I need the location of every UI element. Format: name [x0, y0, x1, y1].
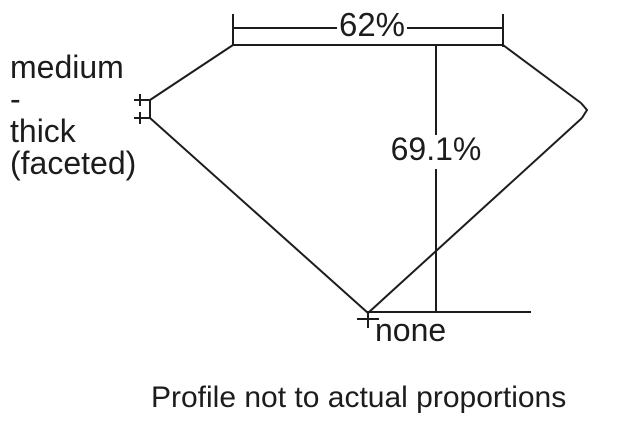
pavilion-right-line: [367, 117, 583, 314]
depth-percentage-label: 69.1%: [390, 131, 482, 167]
girdle-label-line-3: thick: [10, 113, 76, 149]
crown-left-line: [149, 44, 234, 101]
table-percentage-label: 62%: [338, 6, 406, 43]
girdle-thickness-label: medium - thick (faceted): [10, 51, 136, 179]
pavilion-left-line: [149, 117, 369, 314]
crown-right-line: [502, 44, 582, 104]
girdle-label-line-1: medium: [10, 49, 124, 85]
diagram-caption: Profile not to actual proportions: [151, 381, 567, 414]
girdle-right-edge: [580, 102, 589, 119]
culet-label: none: [375, 312, 447, 348]
girdle-label-line-2: -: [10, 81, 21, 117]
girdle-label-line-4: (faceted): [10, 145, 137, 181]
